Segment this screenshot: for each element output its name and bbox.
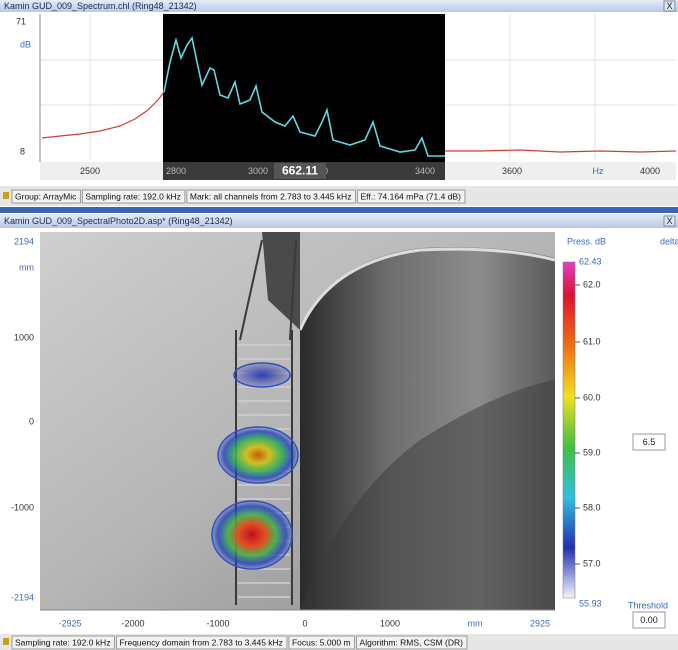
colorbar — [563, 262, 575, 598]
marker-value[interactable]: 662.11 — [282, 164, 318, 178]
x-label: -2925 — [58, 618, 81, 628]
y-label: 8 — [20, 146, 25, 156]
colorbar-tick-label: 58.0 — [583, 502, 601, 512]
delta-value[interactable]: 6.5 — [643, 437, 656, 447]
status-text: Mark: all channels from 2.783 to 3.445 k… — [190, 191, 352, 201]
colorbar-tick-label: 61.0 — [583, 336, 601, 346]
x-label: -1000 — [206, 618, 229, 628]
y-label: mm — [19, 262, 34, 272]
x-label: 3600 — [502, 166, 522, 176]
x-label: 2925 — [530, 618, 550, 628]
x-label: -2000 — [121, 618, 144, 628]
threshold-value[interactable]: 0.00 — [640, 615, 658, 625]
status-text: Sampling rate: 192.0 kHz — [85, 191, 180, 201]
colorbar-max: 62.43 — [579, 256, 602, 266]
window-title: Kamin GUD_009_SpectralPhoto2D.asp* (Ring… — [4, 216, 233, 226]
splitter[interactable] — [0, 207, 678, 213]
status-text: Algorithm: RMS, CSM (DR) — [360, 637, 464, 647]
x-label: Hz — [593, 166, 604, 176]
x-label: 2500 — [80, 166, 100, 176]
y-label: -2194 — [11, 592, 34, 602]
status-text: Frequency domain from 2.783 to 3.445 kHz — [119, 637, 282, 647]
colorbar-min: 55.93 — [579, 598, 602, 608]
photo — [40, 232, 555, 610]
window-title: Kamin GUD_009_Spectrum.chl (Ring48_21342… — [4, 1, 197, 11]
delta-label: delta — [660, 236, 678, 246]
colorbar-title: Press. dB — [567, 236, 606, 246]
threshold-label: Threshold — [628, 600, 668, 610]
colorbar-tick-label: 62.0 — [583, 279, 601, 289]
x-label: 2800 — [166, 166, 186, 176]
y-label: 0 — [29, 416, 34, 426]
status-text: Group: ArrayMic — [15, 191, 77, 201]
x-label: 1000 — [380, 618, 400, 628]
selection[interactable] — [163, 14, 445, 178]
close-label[interactable]: X — [666, 216, 672, 226]
screen: Kamin GUD_009_Spectrum.chl (Ring48_21342… — [0, 0, 678, 650]
colorbar-tick-label: 60.0 — [583, 392, 601, 402]
lock-icon[interactable] — [3, 192, 9, 199]
y-label: 1000 — [14, 332, 34, 342]
x-label: mm — [468, 618, 483, 628]
y-label: 2194 — [14, 236, 34, 246]
x-label: 0 — [302, 618, 307, 628]
page: {"spectrum_window": {"title": "Kamin GUD… — [0, 0, 678, 650]
x-label: 3400 — [415, 166, 435, 176]
y-label: dB — [20, 39, 31, 49]
x-label: 3000 — [248, 166, 268, 176]
status-text: Eff.: 74.164 mPa (71.4 dB) — [360, 191, 461, 201]
colorbar-tick-label: 57.0 — [583, 558, 601, 568]
y-label: 71 — [16, 16, 26, 26]
status-text: Focus: 5.000 m — [292, 637, 351, 647]
y-label: -1000 — [11, 502, 34, 512]
lock-icon[interactable] — [3, 638, 9, 645]
x-label: 4000 — [640, 166, 660, 176]
colorbar-tick-label: 59.0 — [583, 447, 601, 457]
close-label[interactable]: X — [666, 1, 672, 11]
status-text: Sampling rate: 192.0 kHz — [15, 637, 110, 647]
